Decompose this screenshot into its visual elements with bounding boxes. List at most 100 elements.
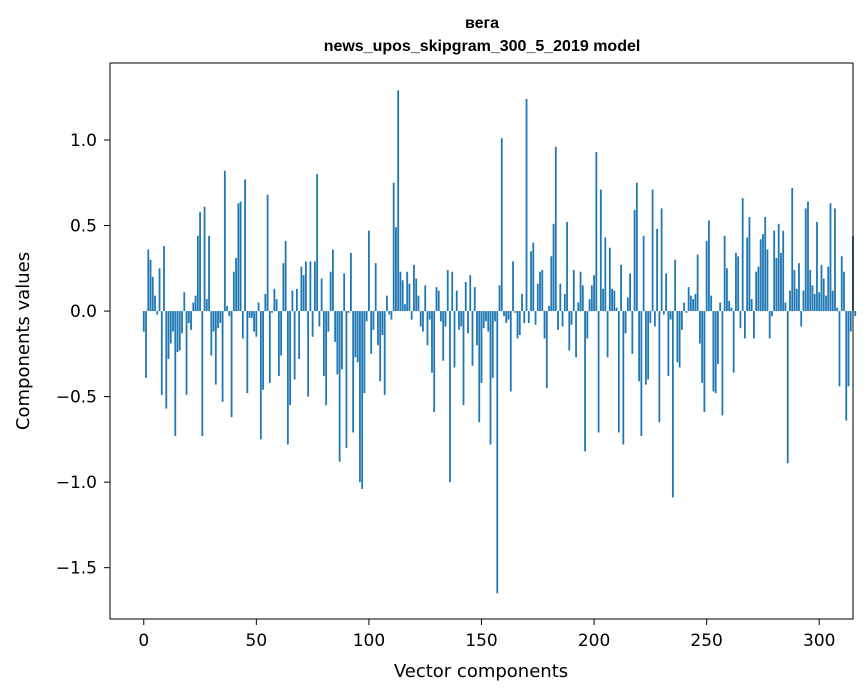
bar: [692, 299, 695, 312]
bar: [480, 311, 483, 383]
bar: [462, 311, 465, 406]
bar: [559, 283, 562, 312]
bar: [210, 311, 213, 356]
bar: [631, 311, 634, 354]
bar: [370, 311, 373, 354]
bar: [365, 311, 368, 322]
bar: [440, 311, 442, 322]
bar: [516, 311, 519, 339]
bar: [539, 271, 541, 312]
bar: [356, 311, 359, 363]
bar: [782, 230, 785, 312]
bar: [327, 311, 330, 332]
bar: [759, 239, 762, 312]
bar: [320, 278, 323, 312]
bar: [341, 311, 343, 370]
bar: [586, 311, 589, 339]
bar: [534, 311, 537, 325]
x-tick-label: 250: [690, 631, 722, 651]
bar: [732, 311, 735, 373]
bar: [451, 271, 454, 312]
bar: [494, 311, 496, 322]
bar: [196, 235, 199, 312]
bar: [266, 194, 269, 312]
bar: [773, 230, 776, 312]
bar: [282, 263, 285, 312]
bar: [795, 288, 798, 312]
bar: [730, 307, 733, 312]
bar: [505, 311, 508, 324]
bar: [363, 311, 366, 394]
y-tick-label: −1.5: [56, 559, 97, 579]
bar: [579, 271, 582, 312]
bar: [685, 311, 688, 313]
bar: [338, 311, 341, 462]
bar: [178, 311, 181, 351]
bar: [467, 311, 469, 334]
bar: [194, 295, 197, 312]
bar: [735, 252, 737, 312]
bar: [755, 271, 758, 312]
bar: [581, 285, 584, 312]
bar: [748, 216, 751, 312]
bar: [662, 311, 665, 315]
bar: [277, 311, 280, 377]
bar: [446, 270, 449, 312]
bar: [223, 170, 226, 312]
bar: [683, 302, 686, 312]
bar: [422, 311, 424, 332]
bar: [653, 311, 656, 327]
bar: [786, 311, 789, 464]
bar: [332, 249, 334, 312]
bar: [413, 264, 415, 312]
bar: [509, 311, 512, 392]
bar: [300, 266, 303, 312]
bar: [566, 222, 568, 312]
bar: [775, 258, 778, 312]
bar: [435, 287, 438, 312]
bar: [845, 311, 848, 421]
bar: [246, 311, 249, 394]
bar: [568, 311, 571, 351]
bar: [377, 311, 379, 346]
bar: [284, 240, 287, 312]
bar: [818, 292, 821, 312]
bar: [577, 302, 580, 312]
bar: [541, 270, 544, 312]
bar: [536, 283, 539, 312]
bar: [699, 311, 701, 344]
chart-title-line1: вега: [465, 15, 499, 32]
bar: [205, 299, 208, 312]
bar: [584, 311, 586, 452]
bar: [163, 246, 165, 312]
bar: [219, 311, 222, 324]
y-tick-label: 1.0: [70, 131, 97, 151]
x-tick-label: 150: [465, 631, 497, 651]
bar: [680, 311, 683, 330]
bar: [399, 271, 402, 312]
bar: [410, 311, 413, 320]
bar: [689, 295, 692, 312]
x-axis-ticks: 0 50 100 150 200 250 300: [138, 619, 835, 651]
bar: [145, 311, 147, 378]
bar: [289, 311, 292, 406]
bar: [825, 295, 827, 312]
bar: [190, 311, 192, 330]
bar: [350, 252, 352, 312]
bar: [221, 311, 224, 402]
bar: [843, 271, 845, 312]
bar: [780, 252, 782, 312]
bar: [237, 203, 240, 312]
bar: [563, 293, 566, 312]
bar: [525, 98, 528, 312]
x-tick-label: 100: [353, 631, 385, 651]
bar: [599, 189, 602, 312]
bar: [167, 311, 170, 359]
bar: [705, 240, 708, 312]
bar: [334, 311, 337, 342]
bar: [259, 311, 262, 440]
bar: [498, 285, 501, 312]
bar: [590, 285, 593, 312]
bar: [802, 290, 805, 312]
bar: [635, 182, 638, 312]
